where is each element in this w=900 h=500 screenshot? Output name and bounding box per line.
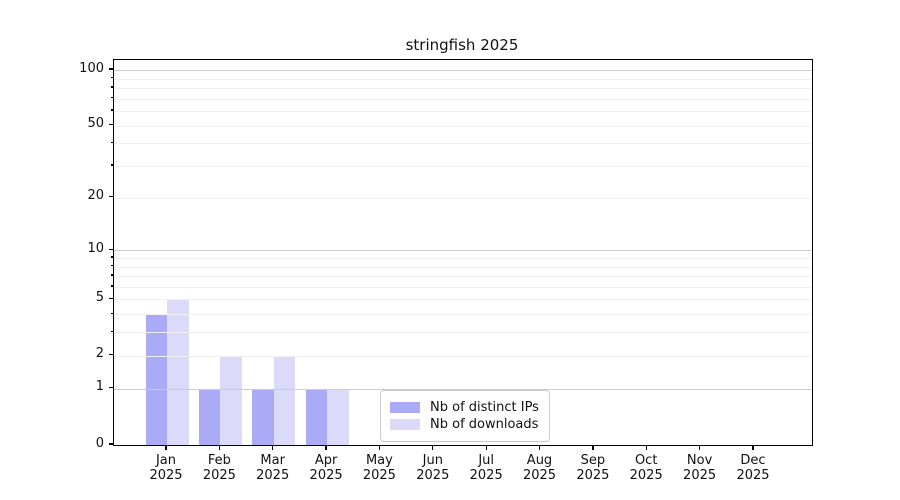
x-tick-feb xyxy=(218,445,221,450)
y-tick-label-10: 10 xyxy=(87,240,104,256)
bar-jan-distinct-ips xyxy=(145,314,167,445)
bars-layer xyxy=(114,60,812,445)
x-tick-sep xyxy=(592,445,594,450)
y-tick-100 xyxy=(109,68,113,70)
y-tick-10 xyxy=(109,248,113,250)
y-tick-50 xyxy=(109,123,113,126)
y-tick-0 xyxy=(109,443,113,445)
x-tick-label-feb: Feb 2025 xyxy=(202,453,236,483)
y-tick-4 xyxy=(110,312,113,314)
y-tick-label-100: 100 xyxy=(79,60,104,76)
gridline-20 xyxy=(114,197,812,199)
gridline-30 xyxy=(114,166,812,167)
gridline-60 xyxy=(114,111,812,112)
bar-mar-distinct-ips xyxy=(252,388,274,445)
gridline-4 xyxy=(114,314,812,316)
chart-title: stringfish 2025 xyxy=(405,36,519,54)
y-tick-8 xyxy=(110,264,113,267)
gridline-90 xyxy=(114,78,812,80)
y-tick-80 xyxy=(110,86,113,88)
y-tick-70 xyxy=(110,96,113,99)
plot-area: Nb of distinct IPs Nb of downloads xyxy=(113,59,813,446)
x-tick-label-apr: Apr 2025 xyxy=(309,453,343,483)
bar-mar-downloads xyxy=(273,355,296,445)
x-tick-jul xyxy=(485,445,487,450)
y-tick-label-50: 50 xyxy=(87,116,104,131)
y-tick-label-0: 0 xyxy=(95,435,104,451)
y-tick-60 xyxy=(110,109,113,111)
x-tick-mar xyxy=(272,445,274,450)
y-tick-2 xyxy=(109,354,113,356)
gridline-40 xyxy=(114,143,812,145)
x-tick-nov xyxy=(698,445,701,450)
bar-jan-downloads xyxy=(167,299,189,445)
bar-apr-downloads xyxy=(327,388,349,445)
gridline-10 xyxy=(114,250,812,252)
y-tick-7 xyxy=(110,274,113,276)
x-tick-apr xyxy=(325,445,327,450)
y-tick-label-5: 5 xyxy=(95,289,104,305)
x-tick-label-sep: Sep 2025 xyxy=(576,453,610,483)
legend-label: Nb of downloads xyxy=(430,417,539,432)
legend-label: Nb of distinct IPs xyxy=(430,400,539,415)
gridline-6 xyxy=(114,286,812,288)
gridline-2 xyxy=(114,355,812,357)
x-tick-label-jun: Jun 2025 xyxy=(416,453,450,483)
gridline-100 xyxy=(114,70,812,71)
x-tick-label-dec: Dec 2025 xyxy=(736,453,770,483)
gridline-8 xyxy=(114,266,812,268)
bar-feb-downloads xyxy=(220,355,242,445)
x-tick-label-jan: Jan 2025 xyxy=(149,453,183,483)
gridline-7 xyxy=(114,276,812,277)
gridline-50 xyxy=(114,125,812,127)
x-tick-aug xyxy=(538,445,541,450)
x-tick-label-oct: Oct 2025 xyxy=(629,453,663,483)
x-tick-oct xyxy=(645,445,647,450)
x-tick-jan xyxy=(165,445,167,450)
bar-feb-distinct-ips xyxy=(198,388,221,445)
gridline-80 xyxy=(114,87,812,89)
y-tick-90 xyxy=(110,76,113,79)
y-tick-30 xyxy=(110,164,113,166)
legend-item-downloads: Nb of downloads xyxy=(390,417,539,432)
y-tick-3 xyxy=(110,330,113,333)
x-tick-label-may: May 2025 xyxy=(362,453,396,483)
legend-item-distinct-ips: Nb of distinct IPs xyxy=(390,400,539,415)
gridline-5 xyxy=(114,299,812,301)
y-tick-20 xyxy=(109,195,113,198)
y-tick-40 xyxy=(110,141,113,143)
y-tick-5 xyxy=(109,297,113,300)
y-tick-9 xyxy=(110,256,113,258)
legend-swatch-distinct-ips xyxy=(390,402,420,413)
x-tick-label-aug: Aug 2025 xyxy=(522,453,557,483)
x-tick-label-nov: Nov 2025 xyxy=(683,453,717,483)
bar-apr-distinct-ips xyxy=(305,388,328,445)
gridline-1 xyxy=(114,388,812,390)
y-tick-label-2: 2 xyxy=(95,346,104,362)
y-tick-label-20: 20 xyxy=(87,188,104,204)
x-tick-label-mar: Mar 2025 xyxy=(256,453,290,483)
y-tick-1 xyxy=(109,387,113,389)
x-tick-label-jul: Jul 2025 xyxy=(469,453,503,483)
x-tick-dec xyxy=(752,445,754,450)
y-tick-label-1: 1 xyxy=(95,379,104,395)
gridline-70 xyxy=(114,98,812,100)
grid-layer xyxy=(114,60,812,445)
gridline-3 xyxy=(114,332,812,334)
gridline-9 xyxy=(114,257,812,259)
x-tick-may xyxy=(378,445,381,450)
y-tick-6 xyxy=(110,285,113,287)
x-tick-jun xyxy=(432,445,434,450)
legend-swatch-downloads xyxy=(390,419,420,430)
legend: Nb of distinct IPs Nb of downloads xyxy=(380,390,550,442)
